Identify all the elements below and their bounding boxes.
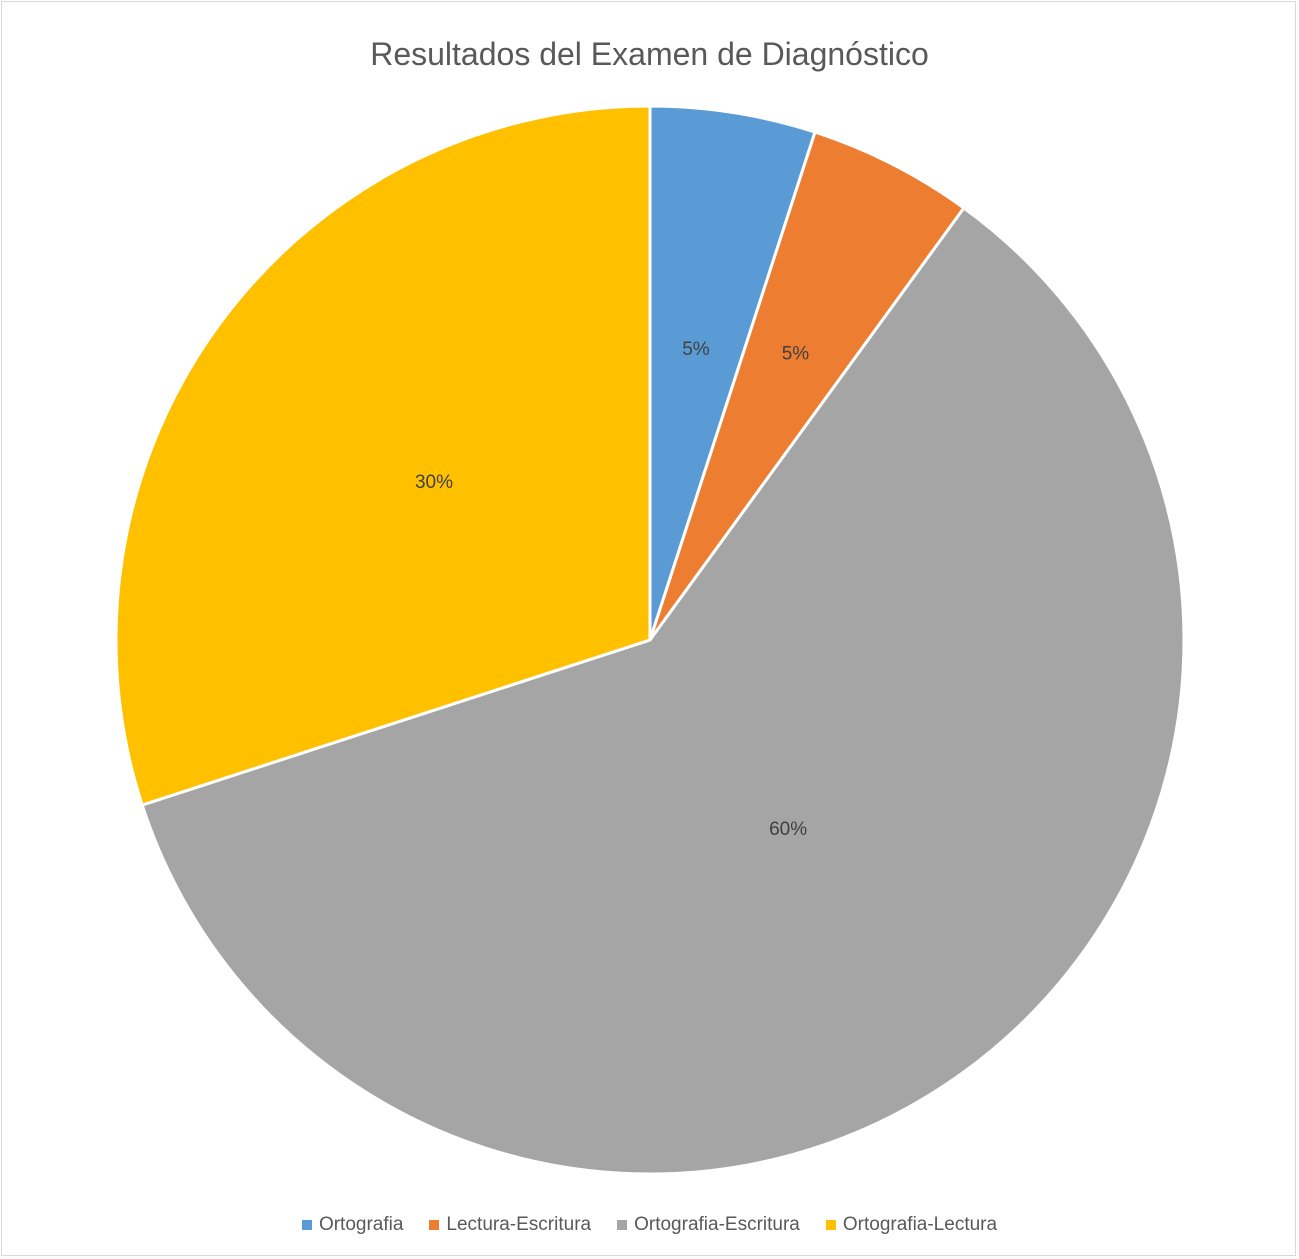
data-label-lectura-escritura: 5% xyxy=(782,344,810,365)
pie-slice-ortografia-escritura xyxy=(140,206,1186,1176)
pie-slice-ortografia xyxy=(648,104,817,642)
legend-item-ortografia-escritura: Ortografia-Escritura xyxy=(617,1214,800,1236)
chart-title: Resultados del Examen de Diagnóstico xyxy=(370,36,929,72)
legend-swatch xyxy=(301,1220,312,1230)
legend-item-ortografia-lectura: Ortografia-Lectura xyxy=(825,1214,998,1236)
pie-slice-lectura-escritura xyxy=(648,130,966,642)
legend: Ortografia Lectura-Escritura Ortografia-… xyxy=(0,1214,1299,1236)
legend-label: Ortografia-Lectura xyxy=(842,1214,998,1235)
data-label-ortografia-lectura: 30% xyxy=(415,472,453,493)
legend-label: Ortografia-Escritura xyxy=(634,1214,800,1235)
legend-item-lectura-escritura: Lectura-Escritura xyxy=(429,1214,591,1236)
legend-swatch xyxy=(825,1220,836,1230)
legend-label: Ortografia xyxy=(318,1214,404,1235)
pie-slice-ortografia-lectura xyxy=(114,104,652,807)
legend-item-ortografia: Ortografia xyxy=(301,1214,404,1236)
data-label-ortografia: 5% xyxy=(682,339,710,360)
legend-swatch xyxy=(617,1220,628,1230)
legend-label: Lectura-Escritura xyxy=(446,1214,592,1235)
legend-swatch xyxy=(429,1220,440,1230)
data-label-ortografia-escritura: 60% xyxy=(769,819,807,840)
